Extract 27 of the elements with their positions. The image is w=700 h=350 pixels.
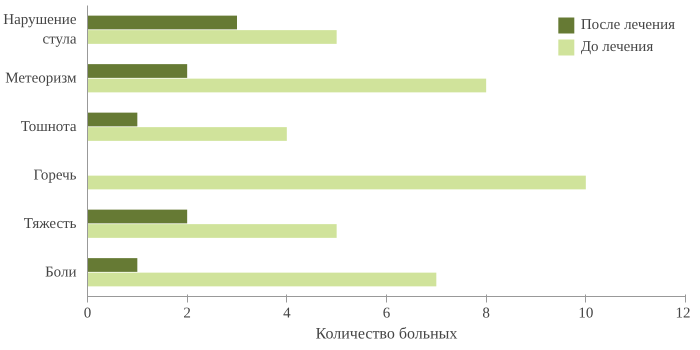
x-tick-label: 2 <box>183 306 191 322</box>
bar <box>88 112 138 126</box>
bar <box>88 64 188 78</box>
y-tick-label: Нарушение стула <box>3 12 77 48</box>
bar <box>88 210 188 224</box>
x-tick-label: 0 <box>84 306 92 322</box>
bar <box>88 272 436 286</box>
y-tick-label: Горечь <box>33 167 77 184</box>
bar <box>88 258 138 272</box>
y-tick-label: Боли <box>45 264 77 280</box>
bar <box>88 30 337 44</box>
y-tick-label: Тяжесть <box>24 216 77 232</box>
bar <box>88 176 586 190</box>
legend-label: После лечения <box>580 16 675 34</box>
x-tick-label: 6 <box>382 306 391 322</box>
x-tick-label: 4 <box>283 306 292 322</box>
bar <box>88 127 287 141</box>
y-tick-label: Тошнота <box>20 118 77 135</box>
bar <box>88 78 486 92</box>
x-tick-label: 10 <box>578 306 594 322</box>
bar <box>88 224 337 238</box>
x-tick-label: 12 <box>676 306 690 322</box>
x-tick-label: 8 <box>482 306 490 322</box>
x-axis-title: Количество больных <box>316 326 458 342</box>
bar <box>88 16 237 30</box>
legend-label: До лечения <box>580 38 654 56</box>
y-tick-label: Метеоризм <box>5 70 78 86</box>
